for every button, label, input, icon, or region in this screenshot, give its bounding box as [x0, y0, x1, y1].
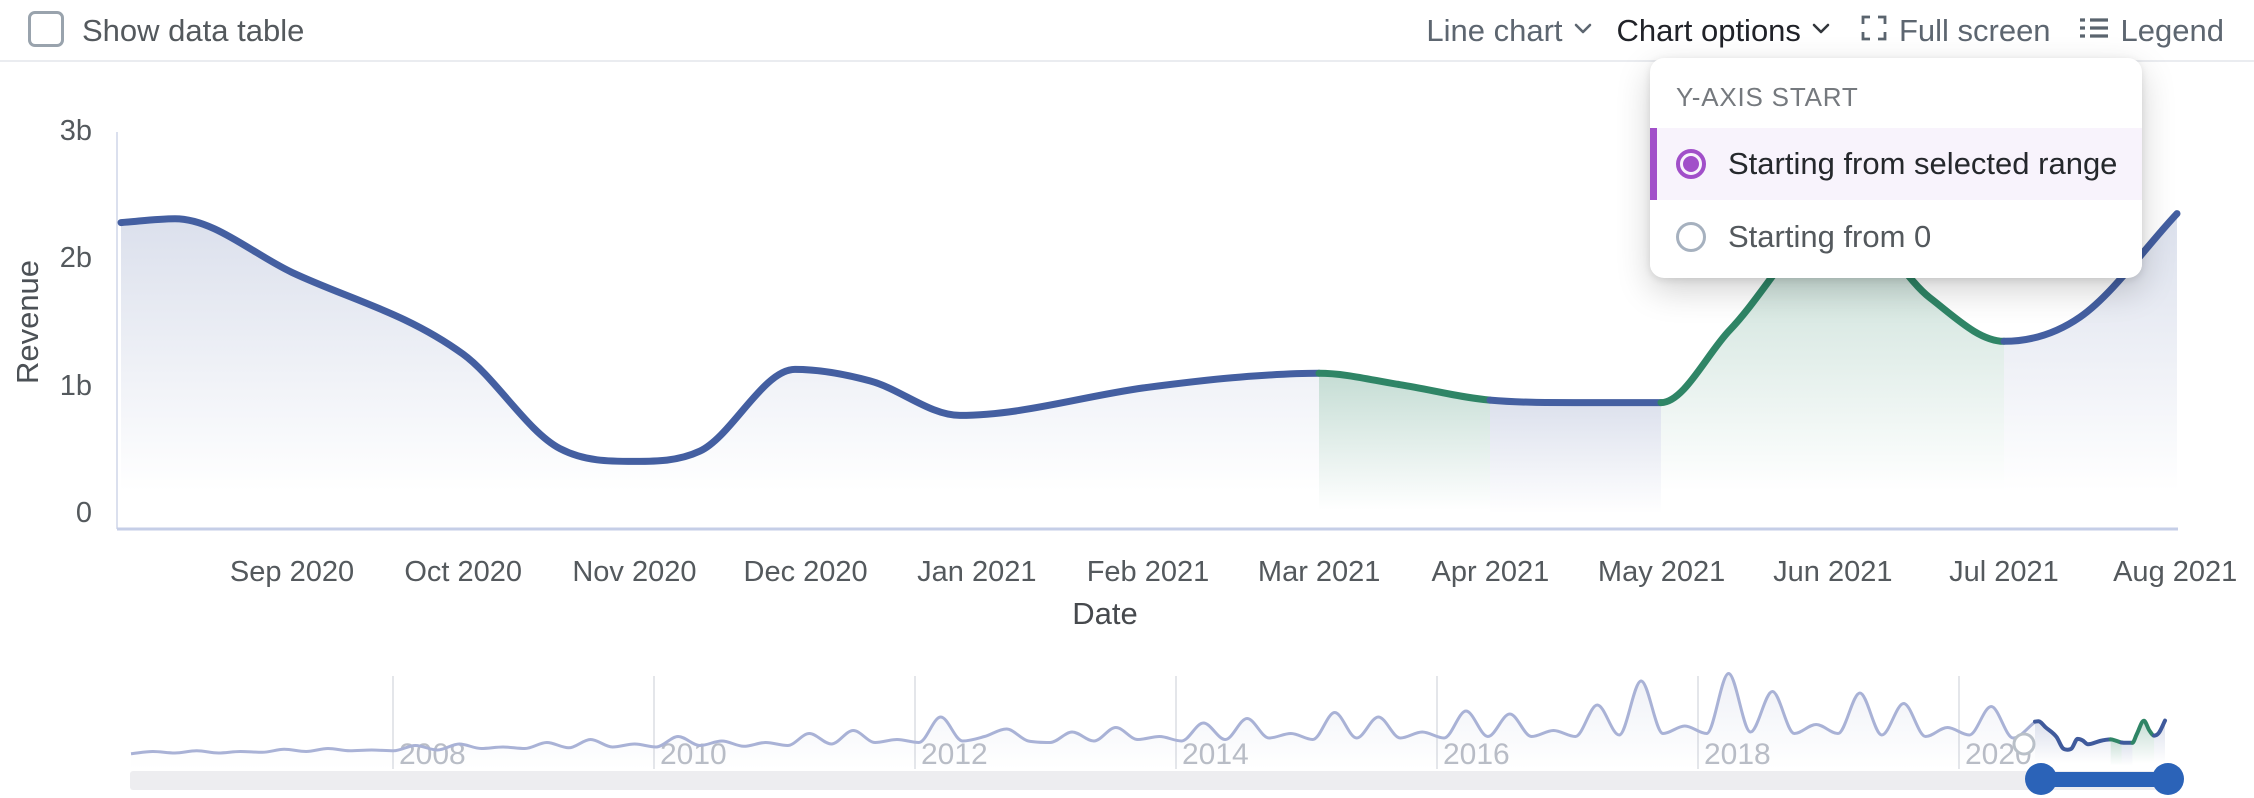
x-tick-label: Mar 2021 — [1257, 556, 1381, 588]
chart-options-label: Chart options — [1616, 12, 1801, 48]
chart-options-menu: Y-AXIS START Starting from selected rang… — [1650, 58, 2142, 278]
option-starting-from-selected-range[interactable]: Starting from selected range — [1650, 128, 2142, 200]
overview-year-label: 2020 — [1965, 738, 2032, 771]
y-tick-label: 1b — [59, 370, 92, 402]
option-label: Starting from selected range — [1728, 146, 2118, 181]
radio-selected-icon[interactable] — [1676, 149, 1706, 179]
overview-year-label: 2016 — [1443, 738, 1510, 771]
fullscreen-icon — [1859, 13, 1889, 48]
overview-year-label: 2012 — [921, 738, 988, 771]
overview-year-label: 2018 — [1704, 738, 1771, 771]
x-tick-label: Apr 2021 — [1431, 556, 1550, 588]
header-bar: Show data table Line chart Chart options — [0, 0, 2254, 60]
y-tick-label: 3b — [59, 115, 92, 147]
show-data-table-label: Show data table — [82, 13, 305, 48]
x-tick-label: Sep 2020 — [229, 556, 355, 588]
legend-button[interactable]: Legend — [2077, 13, 2224, 49]
x-tick-label: Aug 2021 — [2113, 556, 2238, 588]
option-starting-from-zero[interactable]: Starting from 0 — [1650, 204, 2142, 270]
x-tick-label: Oct 2020 — [404, 556, 523, 588]
x-axis-title: Date — [1072, 596, 1138, 631]
legend-label: Legend — [2120, 12, 2224, 48]
chart-options-dropdown[interactable]: Chart options — [1617, 13, 1833, 49]
legend-list-icon — [2077, 13, 2111, 48]
x-tick-label: Jun 2021 — [1773, 556, 1893, 588]
y-tick-label: 2b — [59, 242, 92, 274]
chart-type-label: Line chart — [1426, 12, 1563, 48]
chart-toolbar: Line chart Chart options — [1426, 0, 2224, 61]
y-tick-label: 0 — [75, 497, 92, 529]
y-axis-start-section-title: Y-AXIS START — [1676, 82, 1859, 112]
x-tick-label: Nov 2020 — [572, 556, 697, 588]
x-tick-label: Feb 2021 — [1086, 556, 1210, 588]
full-screen-label: Full screen — [1898, 12, 2051, 48]
option-label: Starting from 0 — [1728, 219, 1932, 254]
full-screen-button[interactable]: Full screen — [1859, 13, 2051, 49]
header-divider — [0, 60, 2254, 62]
show-data-table-checkbox[interactable] — [28, 11, 64, 47]
x-tick-label: Dec 2020 — [743, 556, 868, 588]
chevron-down-icon — [1809, 16, 1833, 45]
x-tick-label: Jan 2021 — [917, 556, 1037, 588]
radio-unselected-icon[interactable] — [1676, 222, 1706, 252]
chevron-down-icon — [1571, 16, 1595, 45]
x-tick-label: May 2021 — [1597, 556, 1726, 588]
chart-type-dropdown[interactable]: Line chart — [1426, 13, 1594, 49]
x-tick-label: Jul 2021 — [1949, 556, 2059, 588]
overview-year-label: 2014 — [1182, 738, 1249, 771]
overview-year-label: 2010 — [660, 738, 727, 771]
overview-year-label: 2008 — [399, 738, 466, 771]
